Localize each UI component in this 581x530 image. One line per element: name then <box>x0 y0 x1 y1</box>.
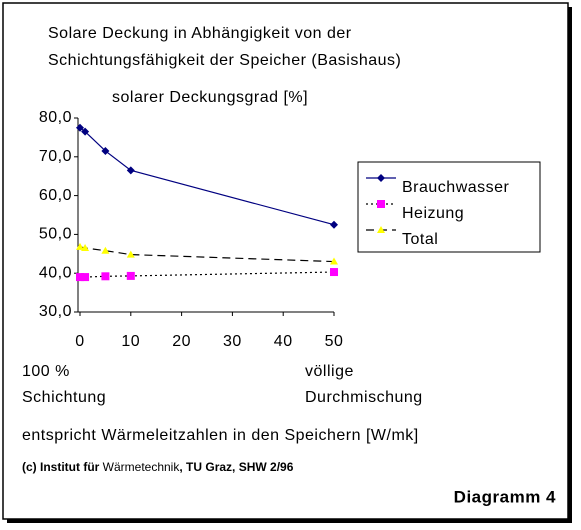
y-tick-label: 30,0 <box>39 303 72 320</box>
y-axis-label: solarer Deckungsgrad [%] <box>112 89 308 106</box>
data-point <box>81 273 90 282</box>
x-axis-label: entspricht Wärmeleitzahlen in den Speich… <box>22 427 419 444</box>
x-note: Schichtung <box>22 389 106 406</box>
x-tick-label: 40 <box>274 333 293 350</box>
x-note: 100 % <box>22 363 70 380</box>
credit-part: Wärmetechnik <box>99 460 180 474</box>
x-tick-label: 20 <box>172 333 191 350</box>
data-point <box>101 146 110 155</box>
credit-part: (c) Institut für <box>22 460 100 474</box>
data-point <box>330 220 338 229</box>
y-tick-label: 80,0 <box>39 109 72 126</box>
data-point <box>126 250 135 258</box>
data-point <box>330 257 338 265</box>
x-note: völlige <box>305 363 354 380</box>
x-tick-label: 50 <box>325 333 344 350</box>
chart-title: Schichtungsfähigkeit der Speicher (Basis… <box>48 52 401 69</box>
figure-label: Diagramm 4 <box>454 487 556 506</box>
legend-label: Total <box>402 231 438 248</box>
frame <box>2 2 569 520</box>
credit-part: , TU Graz, SHW 2/96 <box>179 460 293 474</box>
data-point <box>330 268 338 277</box>
data-point <box>101 246 110 254</box>
data-point <box>126 166 135 175</box>
legend-box <box>357 161 541 253</box>
credit: (c) Institut für Wärmetechnik, TU Graz, … <box>22 460 294 474</box>
y-tick-label: 50,0 <box>39 226 72 243</box>
x-tick-label: 30 <box>223 333 242 350</box>
data-point <box>81 243 90 251</box>
legend-marker <box>377 174 385 182</box>
data-point <box>76 123 84 132</box>
legend-label: Heizung <box>402 205 464 222</box>
data-point <box>76 242 84 250</box>
data-point <box>101 272 110 281</box>
x-tick-label: 0 <box>75 333 84 350</box>
x-tick-label: 10 <box>121 333 140 350</box>
y-tick-label: 40,0 <box>39 264 72 281</box>
y-tick-label: 60,0 <box>39 187 72 204</box>
data-point <box>81 127 90 136</box>
x-note: Durchmischung <box>305 389 423 406</box>
legend-marker <box>377 226 385 233</box>
chart-title: Solare Deckung in Abhängigkeit von der <box>48 25 352 42</box>
data-point <box>126 271 135 280</box>
y-tick-label: 70,0 <box>39 148 72 165</box>
legend-marker <box>377 200 385 208</box>
legend-label: Brauchwasser <box>402 179 510 196</box>
